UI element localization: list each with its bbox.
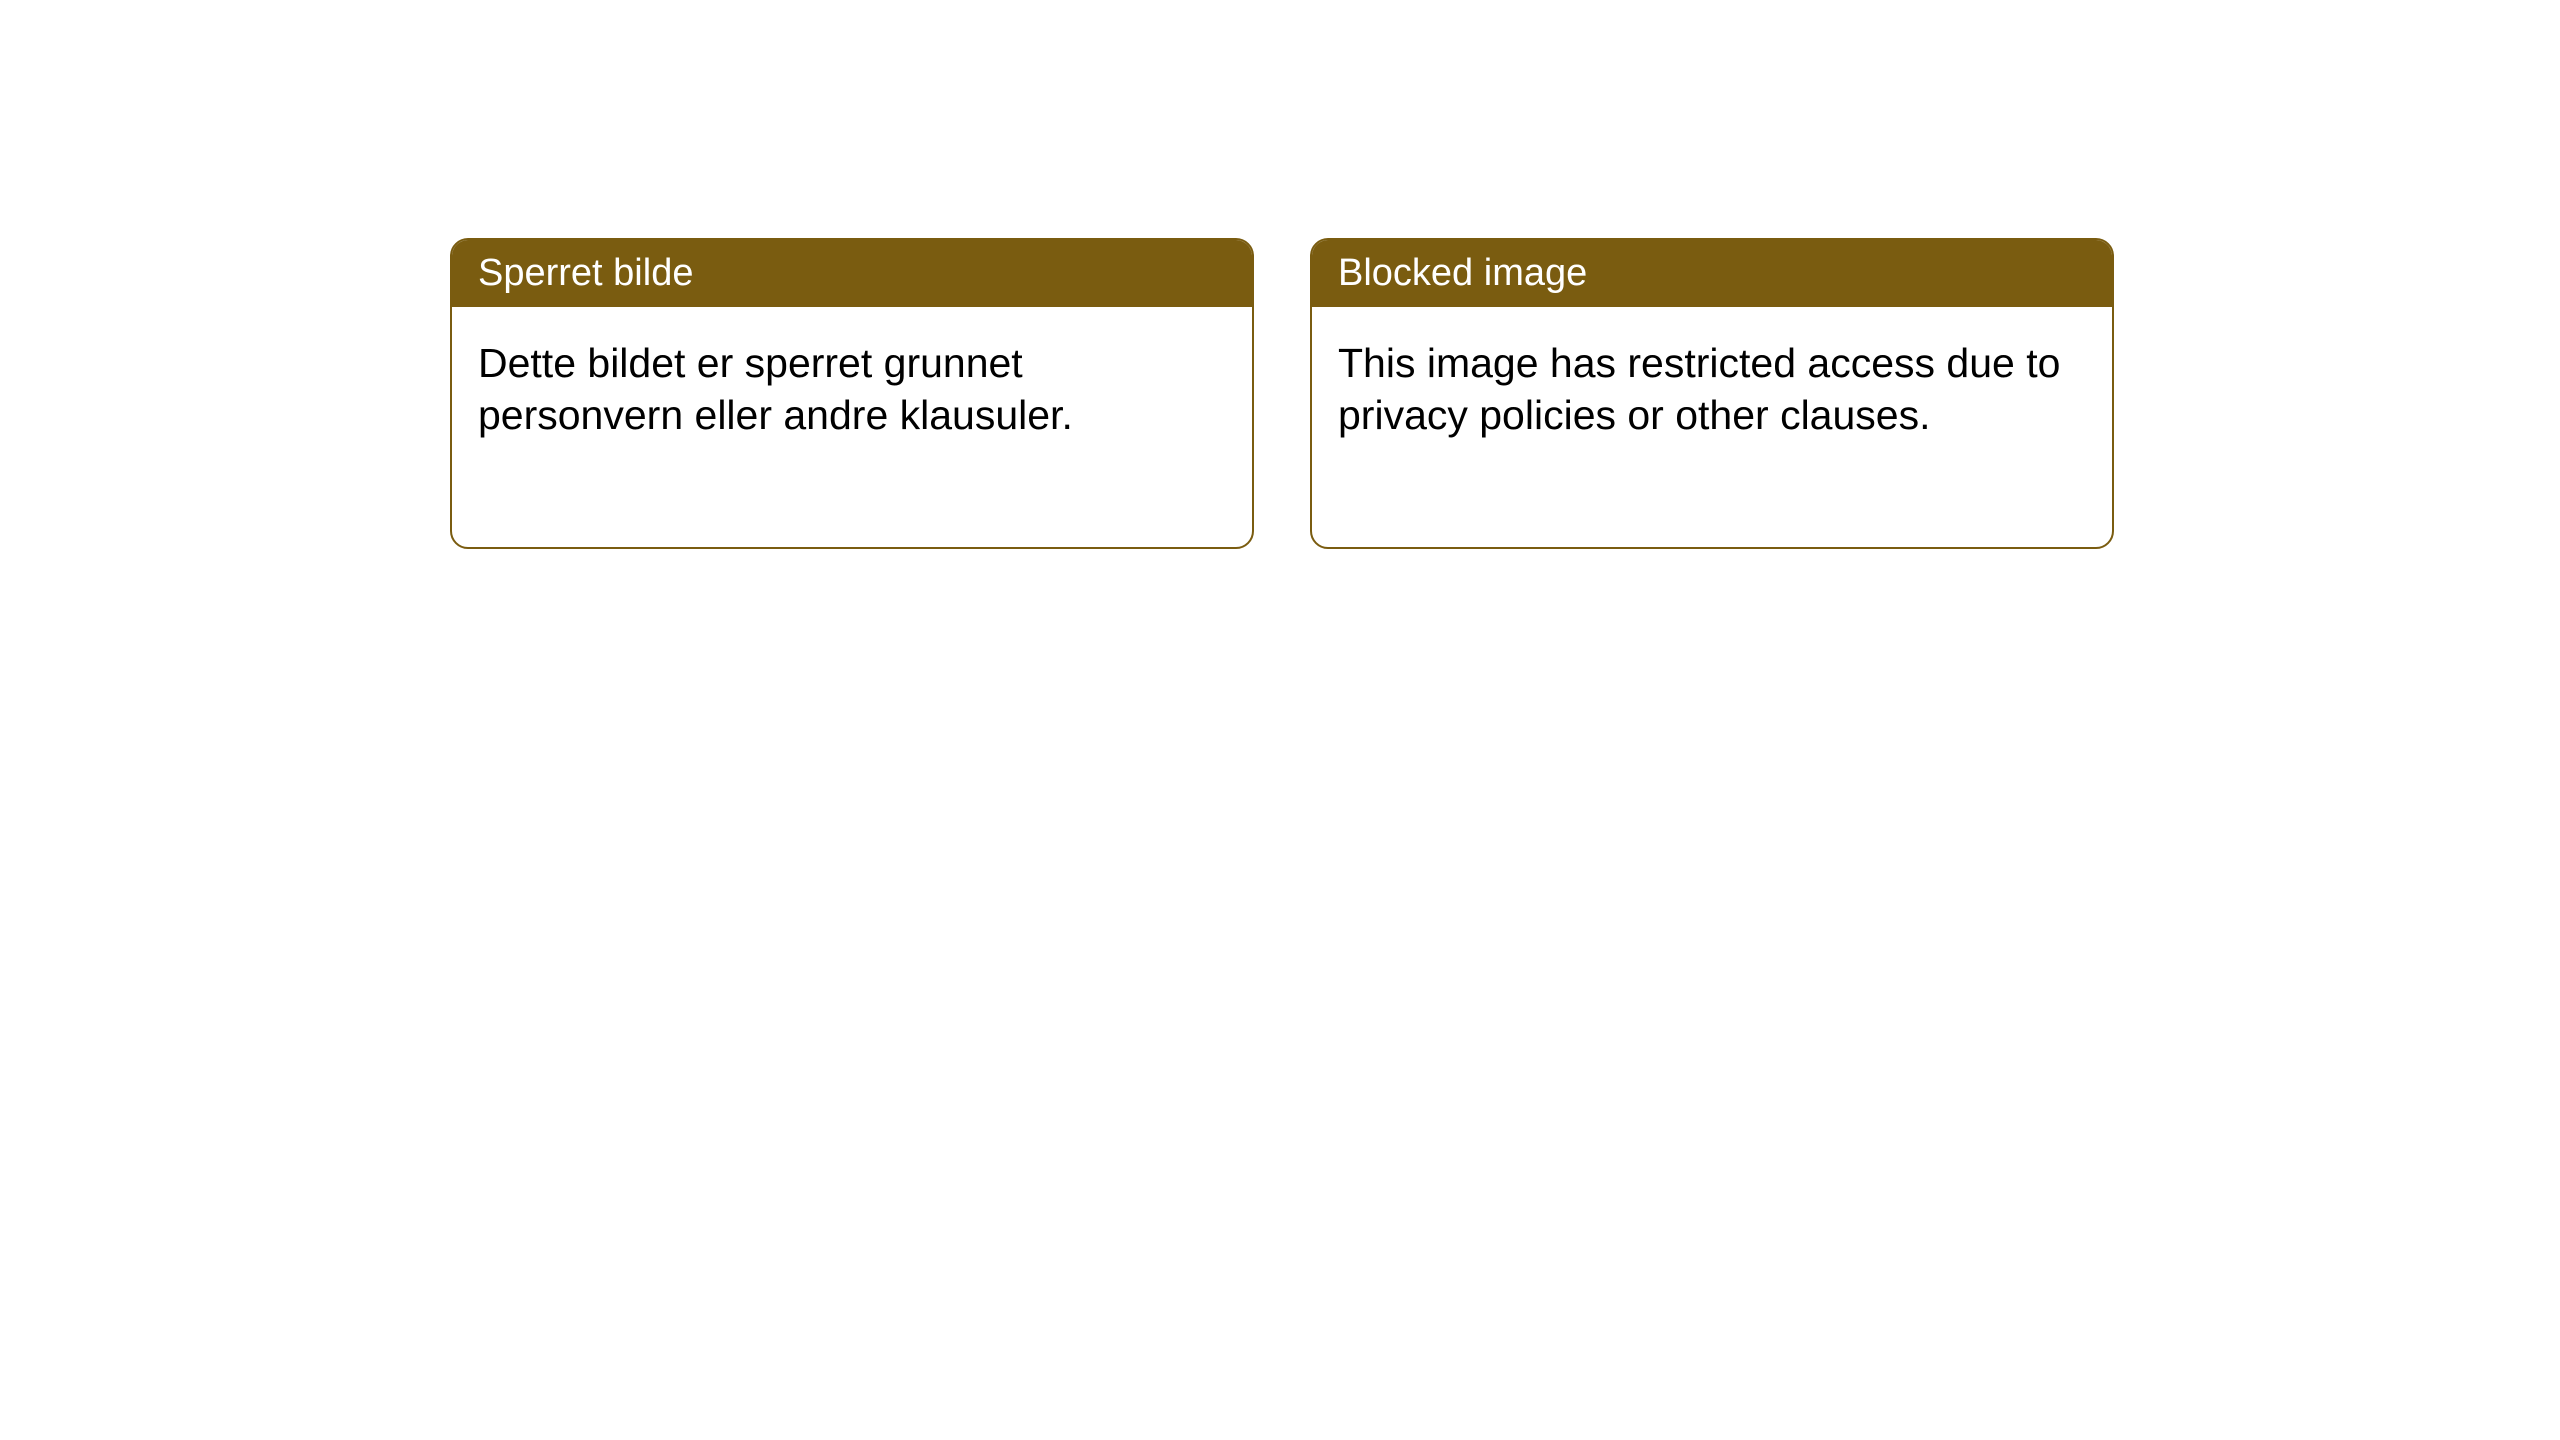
notice-card-title: Blocked image: [1338, 252, 1587, 294]
notice-card-header: Sperret bilde: [452, 240, 1252, 307]
notice-card-body: Dette bildet er sperret grunnet personve…: [452, 307, 1252, 547]
notice-card-norwegian: Sperret bilde Dette bildet er sperret gr…: [450, 238, 1254, 549]
notice-card-body: This image has restricted access due to …: [1312, 307, 2112, 547]
notice-cards-row: Sperret bilde Dette bildet er sperret gr…: [450, 238, 2114, 549]
notice-card-message: This image has restricted access due to …: [1338, 340, 2060, 438]
notice-card-message: Dette bildet er sperret grunnet personve…: [478, 340, 1073, 438]
notice-card-title: Sperret bilde: [478, 252, 693, 294]
notice-card-header: Blocked image: [1312, 240, 2112, 307]
notice-card-english: Blocked image This image has restricted …: [1310, 238, 2114, 549]
